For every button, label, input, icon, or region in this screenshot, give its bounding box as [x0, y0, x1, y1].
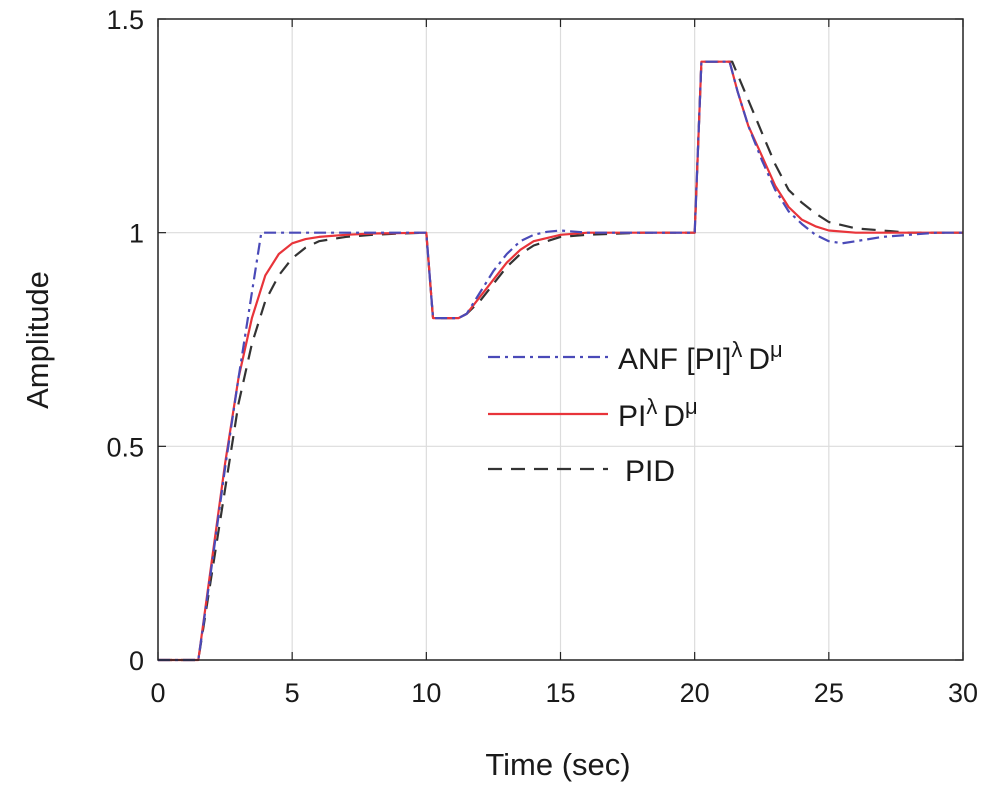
- y-tick-label: 0.5: [106, 432, 144, 462]
- legend-label-pi-lambda-d-mu: PIλ Dμ: [618, 394, 698, 433]
- legend-label-pid: PID: [625, 455, 675, 488]
- x-tick-label: 15: [545, 678, 575, 708]
- y-tick-label: 1.5: [106, 5, 144, 35]
- x-tick-label: 5: [285, 678, 300, 708]
- series-line-pid: [158, 60, 963, 662]
- legend: ANF [PI]λ Dμ PIλ Dμ PID: [488, 337, 783, 488]
- legend-label-anf-name: ANF [PI]: [618, 343, 731, 376]
- series-line-anf-pi-lambda-d-mu: [158, 60, 963, 662]
- legend-sup-mu: μ: [770, 337, 783, 362]
- x-tick-label: 0: [150, 678, 165, 708]
- x-axis-label: Time (sec): [485, 747, 630, 782]
- legend-sup-lambda: λ: [646, 394, 657, 419]
- x-tick-label: 10: [411, 678, 441, 708]
- y-tick-label: 0: [129, 646, 144, 676]
- axis-ticks: 0 5 10 15 20 25 30 0 0.5 1 1.5: [106, 5, 978, 708]
- grid: [158, 19, 963, 660]
- legend-sup-lambda: λ: [731, 337, 742, 362]
- legend-label-pi-tail: D: [663, 400, 685, 433]
- series-line-pi-lambda-d-mu: [158, 60, 963, 662]
- x-tick-label: 20: [680, 678, 710, 708]
- plot-frame: [157, 18, 964, 661]
- legend-label-anf-pi-lambda-d-mu: ANF [PI]λ Dμ: [618, 337, 783, 376]
- legend-label-anf-tail: D: [748, 343, 770, 376]
- legend-label-pi-name: PI: [618, 400, 646, 433]
- legend-sup-mu: μ: [685, 394, 698, 419]
- x-tick-label: 30: [948, 678, 978, 708]
- series-lines: [158, 60, 963, 662]
- x-tick-label: 25: [814, 678, 844, 708]
- y-axis-label: Amplitude: [20, 271, 55, 409]
- y-tick-label: 1: [129, 219, 144, 249]
